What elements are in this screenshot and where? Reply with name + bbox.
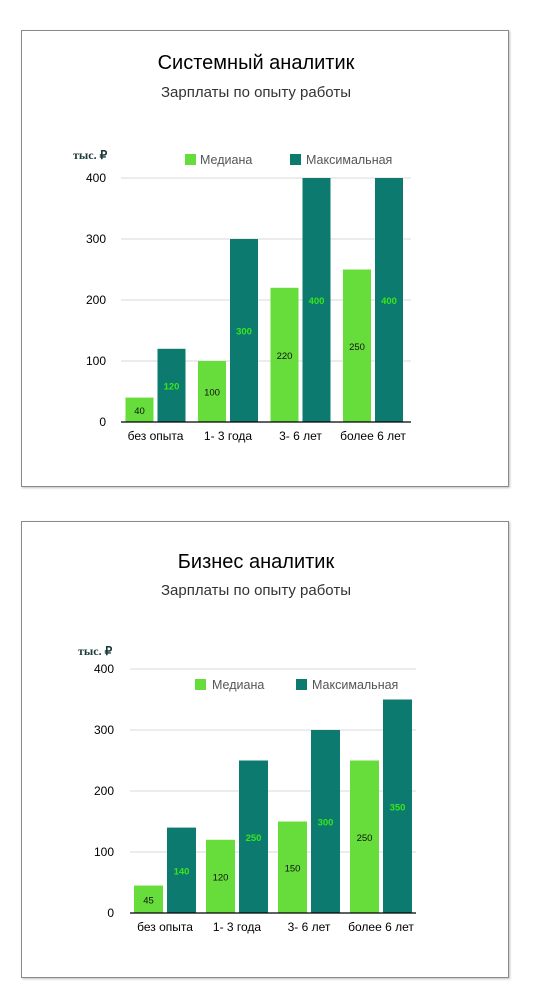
- bar-max: [157, 348, 186, 422]
- bar-median: [343, 269, 371, 422]
- chart-subtitle: Зарплаты по опыту работы: [161, 582, 351, 599]
- data-label-max: 300: [318, 818, 334, 829]
- bar-max: [239, 760, 268, 913]
- data-label-max: 120: [164, 381, 180, 392]
- y-tick-label: 300: [86, 232, 106, 246]
- y-tick-label: 200: [86, 293, 106, 307]
- y-tick-label: 100: [86, 354, 106, 368]
- legend-swatch-median: [185, 154, 196, 165]
- data-label-median: 220: [277, 351, 293, 362]
- x-category-label: более 6 лет: [348, 920, 414, 934]
- bar-max: [383, 699, 412, 913]
- chart-subtitle: Зарплаты по опыту работы: [161, 84, 351, 101]
- bar-median: [278, 821, 307, 913]
- bar-max: [311, 730, 340, 913]
- chart-systems-analyst: Системный аналитик Зарплаты по опыту раб…: [73, 52, 411, 443]
- bar-median: [270, 287, 299, 422]
- data-label-median: 250: [349, 342, 365, 353]
- x-category-label: 3- 6 лет: [279, 429, 322, 443]
- bar-median: [350, 760, 379, 913]
- legend-swatch-median: [195, 679, 206, 690]
- y-tick-label: 0: [99, 415, 106, 429]
- chart-card-business-analyst: Бизнес аналитик Зарплаты по опыту работы…: [21, 521, 509, 978]
- y-tick-label: 300: [94, 723, 114, 737]
- bar-median: [125, 397, 154, 422]
- bar-max: [230, 239, 258, 422]
- x-category-label: 1- 3 года: [204, 429, 253, 443]
- bar-median: [134, 885, 163, 913]
- y-axis-unit-label: тыс. ₽: [73, 148, 108, 162]
- chart-business-analyst: Бизнес аналитик Зарплаты по опыту работы…: [78, 551, 416, 934]
- data-label-max: 300: [236, 327, 252, 338]
- x-category-label: 3- 6 лет: [288, 920, 331, 934]
- data-label-max: 250: [246, 833, 262, 844]
- chart-legend: Медиана Максимальная: [195, 678, 398, 692]
- data-label-max: 350: [390, 802, 406, 813]
- legend-swatch-max: [290, 154, 301, 165]
- legend-label-max: Максимальная: [306, 153, 392, 167]
- y-tick-label: 200: [94, 784, 114, 798]
- chart-title: Бизнес аналитик: [178, 551, 335, 573]
- bar-median: [198, 361, 226, 422]
- y-tick-label: 0: [107, 906, 114, 920]
- y-tick-label: 100: [94, 845, 114, 859]
- legend-label-median: Медиана: [212, 678, 264, 692]
- data-label-max: 400: [381, 296, 397, 307]
- data-label-median: 250: [357, 833, 373, 844]
- chart-card-systems-analyst: Системный аналитик Зарплаты по опыту раб…: [21, 30, 509, 487]
- bar-median: [206, 839, 235, 913]
- bar-max: [302, 178, 331, 422]
- x-category-label: без опыта: [128, 429, 184, 443]
- legend-label-max: Максимальная: [312, 678, 398, 692]
- bar-max: [375, 178, 403, 422]
- legend-swatch-max: [296, 679, 307, 690]
- data-label-max: 140: [174, 866, 190, 877]
- x-category-label: без опыта: [137, 920, 193, 934]
- data-label-median: 100: [204, 388, 220, 399]
- x-category-label: 1- 3 года: [213, 920, 262, 934]
- y-axis-unit-label: тыс. ₽: [78, 644, 113, 658]
- y-tick-label: 400: [86, 171, 106, 185]
- x-category-label: более 6 лет: [340, 429, 406, 443]
- data-label-median: 45: [143, 895, 154, 906]
- chart-legend: Медиана Максимальная: [185, 153, 392, 167]
- data-label-median: 150: [285, 863, 301, 874]
- legend-label-median: Медиана: [200, 153, 252, 167]
- data-label-median: 120: [213, 872, 229, 883]
- y-tick-label: 400: [94, 662, 114, 676]
- chart-title: Системный аналитик: [158, 52, 355, 74]
- bar-max: [167, 827, 196, 913]
- data-label-median: 40: [134, 406, 145, 417]
- data-label-max: 400: [309, 296, 325, 307]
